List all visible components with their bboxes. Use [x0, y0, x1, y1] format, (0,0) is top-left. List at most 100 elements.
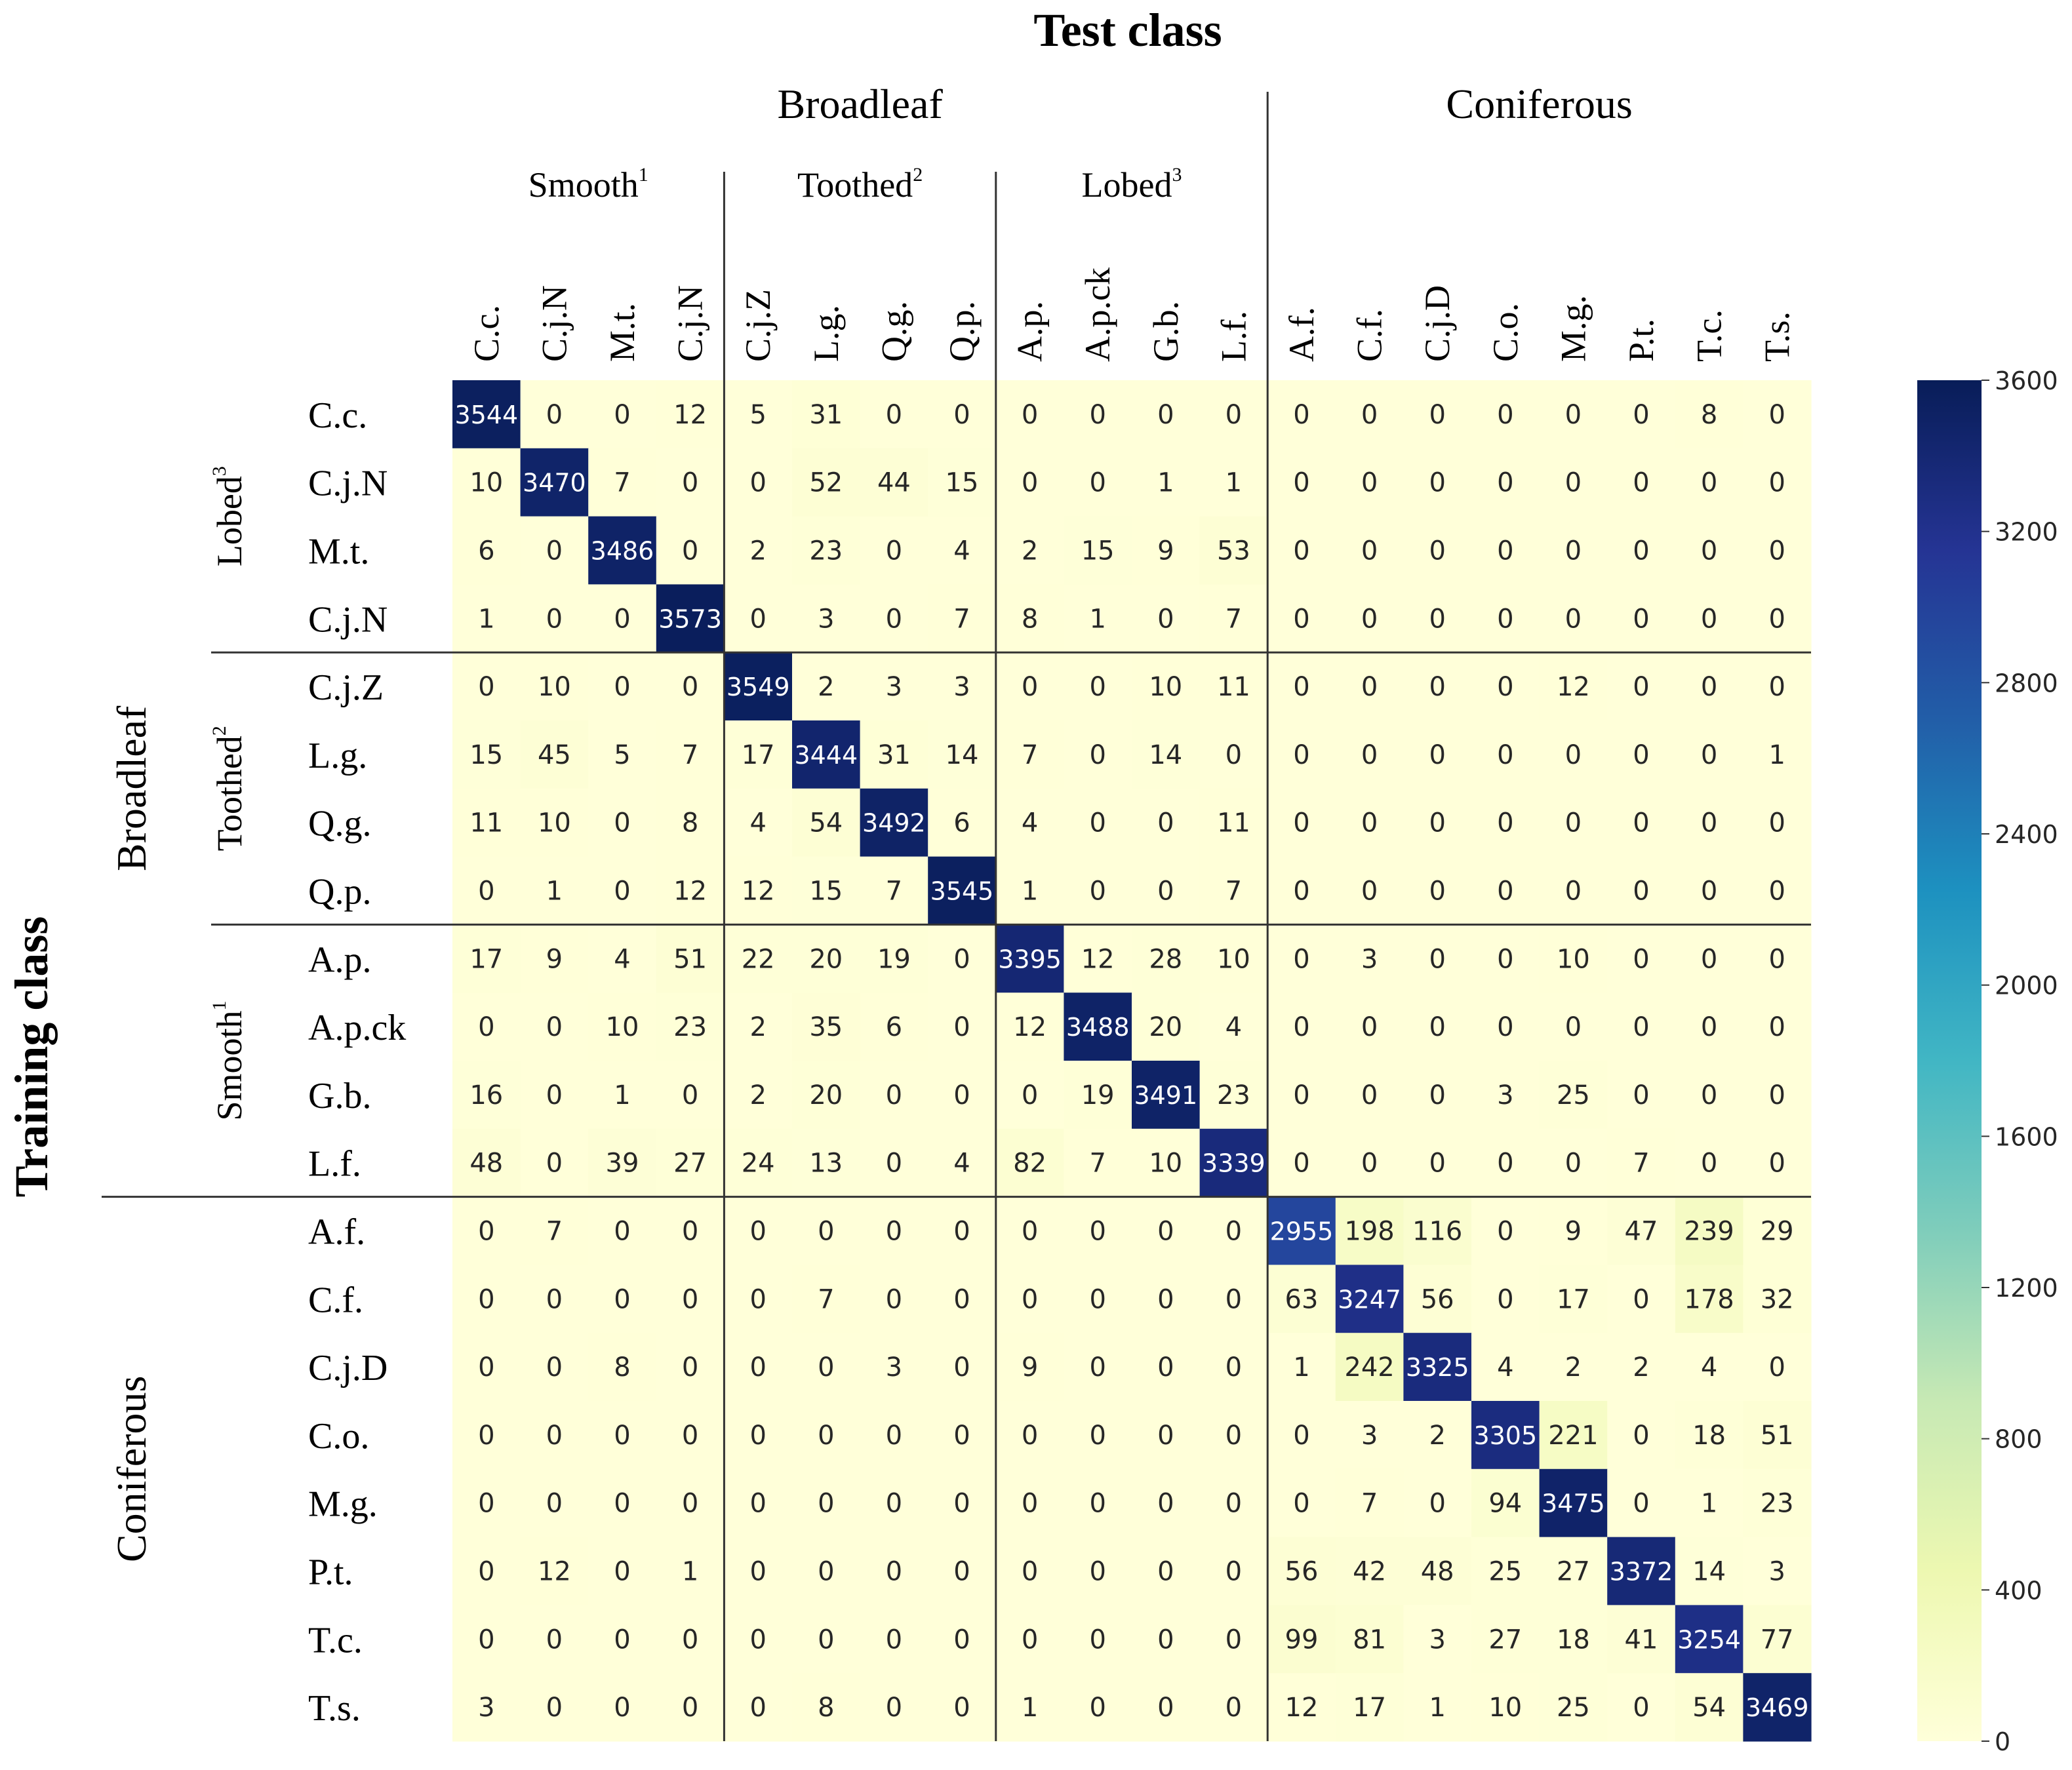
- cell-value-label: 14: [1692, 1557, 1726, 1587]
- heatmap-cell: [792, 1128, 861, 1198]
- cell-value-label: 0: [1429, 1489, 1445, 1519]
- heatmap-cell: [1607, 380, 1676, 449]
- cell-value-label: 19: [1081, 1080, 1115, 1111]
- heatmap-cell: [1335, 1333, 1404, 1402]
- cell-value-label: 0: [1089, 1557, 1106, 1587]
- heatmap-cell: [724, 1061, 793, 1130]
- heatmap-cell: [724, 1333, 793, 1402]
- cell-value-label: 27: [673, 1149, 707, 1179]
- x-tick-label: A.f.: [1282, 307, 1321, 362]
- cell-value-label: 0: [1361, 536, 1378, 566]
- heatmap-cell: [520, 1401, 589, 1470]
- y-tick-label: C.o.: [308, 1416, 369, 1457]
- heatmap-cell: [1607, 1401, 1676, 1470]
- heatmap-cell: [995, 1401, 1064, 1470]
- cell-value-label: 0: [886, 1421, 902, 1451]
- cell-value-label: 239: [1684, 1217, 1734, 1247]
- cell-value-label: 3: [1361, 1421, 1378, 1451]
- heatmap-cell: [1199, 516, 1268, 585]
- cell-value-label: 0: [1768, 1149, 1785, 1179]
- heatmap-cell: [520, 584, 589, 653]
- heatmap-cell: [1335, 584, 1404, 653]
- cell-value-label: 12: [1285, 1693, 1319, 1723]
- heatmap-cell: [1267, 448, 1336, 517]
- heatmap-cell: [1199, 1061, 1268, 1130]
- cell-value-label: 0: [1225, 740, 1242, 770]
- x-subgroup-label: Lobed3: [1082, 164, 1182, 205]
- y-tick-label: P.t.: [308, 1552, 353, 1593]
- heatmap-cell: [724, 788, 793, 857]
- heatmap-cell: [1132, 856, 1201, 925]
- cell-value-label: 0: [546, 604, 563, 634]
- colorbar: [1917, 380, 1982, 1741]
- heatmap-cell: [1403, 1537, 1472, 1605]
- heatmap-cell: [928, 856, 997, 925]
- heatmap-cell: [792, 1196, 861, 1265]
- heatmap-cell: [1267, 1128, 1336, 1198]
- cell-value-label: 4: [749, 808, 766, 838]
- cell-value-label: 3469: [1745, 1693, 1809, 1722]
- cell-value-label: 0: [1565, 876, 1582, 907]
- cell-value-label: 99: [1285, 1624, 1319, 1655]
- heatmap-cell: [860, 1537, 928, 1605]
- heatmap-cell: [1675, 720, 1743, 789]
- cell-value-label: 9: [1022, 1352, 1038, 1383]
- heatmap-cell: [1675, 1468, 1743, 1538]
- cell-value-label: 0: [1565, 400, 1582, 430]
- cell-value-label: 0: [1768, 400, 1785, 430]
- heatmap-cell: [724, 516, 793, 585]
- heatmap-cell: [1743, 1128, 1812, 1198]
- x-tick-label: C.o.: [1486, 303, 1525, 362]
- cell-value-label: 12: [1557, 672, 1590, 702]
- cell-value-label: 0: [1768, 944, 1785, 974]
- heatmap-cell: [995, 856, 1064, 925]
- x-tick-label: C.j.Z: [738, 289, 778, 362]
- heatmap-cell: [1335, 1537, 1404, 1605]
- cell-value-label: 7: [818, 1284, 834, 1314]
- cell-value-label: 4: [953, 1149, 970, 1179]
- cell-value-label: 0: [1089, 1421, 1106, 1451]
- heatmap-cell: [1607, 1537, 1676, 1605]
- cell-value-label: 1: [1293, 1352, 1309, 1383]
- cell-value-label: 0: [546, 1489, 563, 1519]
- colorbar-tick-label: 2400: [1995, 820, 2058, 849]
- cell-value-label: 0: [1089, 1693, 1106, 1723]
- heatmap-cell: [792, 652, 861, 721]
- heatmap-cell: [1743, 1333, 1812, 1402]
- cell-value-label: 1: [1022, 876, 1038, 907]
- heatmap-cell: [656, 856, 725, 925]
- cell-value-label: 2: [1565, 1352, 1582, 1383]
- cell-value-label: 0: [886, 1624, 902, 1655]
- heatmap-cell: [928, 448, 997, 517]
- cell-value-label: 0: [1225, 1284, 1242, 1314]
- cell-value-label: 0: [1565, 1012, 1582, 1042]
- heatmap-cell: [860, 1468, 928, 1538]
- heatmap-cell: [995, 1128, 1064, 1198]
- colorbar-tick-label: 800: [1995, 1425, 2042, 1454]
- heatmap-cell: [792, 1537, 861, 1605]
- heatmap-cell: [1199, 1128, 1268, 1198]
- heatmap-cell: [1471, 1061, 1540, 1130]
- cell-value-label: 3: [886, 1352, 902, 1383]
- heatmap-cell: [588, 652, 657, 721]
- heatmap-cell: [452, 720, 521, 789]
- heatmap-cell: [928, 652, 997, 721]
- cell-value-label: 29: [1761, 1217, 1794, 1247]
- heatmap-cell: [520, 720, 589, 789]
- y-tick-labels: C.c. C.j.N M.t. C.j.N C.j.Z L.g. Q.g. Q.p. A.p. A…: [308, 395, 406, 1729]
- cell-value-label: 0: [1429, 1080, 1445, 1111]
- cell-value-label: 23: [809, 536, 843, 566]
- cell-value-label: 0: [1429, 536, 1445, 566]
- heatmap-cell: [1675, 1673, 1743, 1742]
- cell-value-label: 0: [1633, 468, 1649, 498]
- heatmap-cell: [860, 1333, 928, 1402]
- heatmap-cell: [792, 993, 861, 1061]
- heatmap-cell: [1064, 1196, 1132, 1265]
- cell-value-label: 221: [1548, 1421, 1598, 1451]
- cell-value-label: 0: [1157, 1557, 1174, 1587]
- cell-value-label: 51: [673, 944, 707, 974]
- cell-value-label: 6: [953, 808, 970, 838]
- heatmap-cell: [1471, 652, 1540, 721]
- heatmap-cell: [724, 993, 793, 1061]
- cell-value-label: 12: [673, 876, 707, 907]
